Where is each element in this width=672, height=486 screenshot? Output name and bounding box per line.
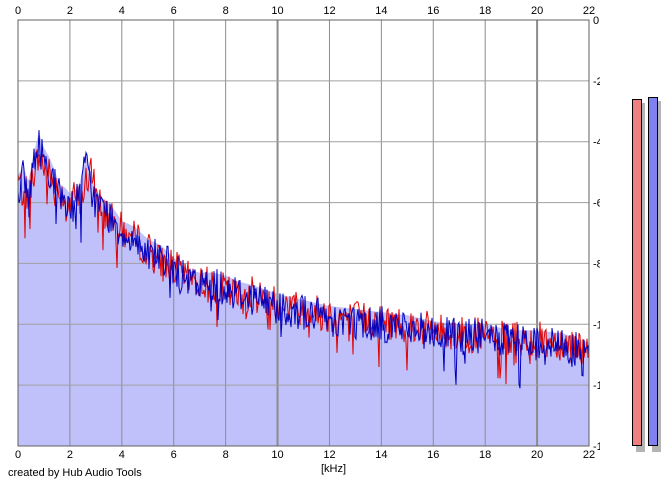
x-tick-label-top: 2 [67, 5, 73, 17]
x-tick-label-bottom: 12 [323, 449, 335, 461]
y-tick-label: -140 [593, 441, 600, 453]
right-channel-trace [17, 130, 590, 389]
y-tick-label: -20 [593, 76, 600, 88]
x-tick-label-top: 8 [223, 5, 229, 17]
y-tick-label: -60 [593, 198, 600, 210]
y-tick-label: -120 [593, 380, 600, 392]
x-tick-label-bottom: 14 [375, 449, 387, 461]
y-tick-label: -80 [593, 258, 600, 270]
x-tick-label-bottom: 18 [479, 449, 491, 461]
spectrum-chart: 002244668810101212141416161818202022220-… [15, 5, 600, 475]
y-tick-label: -100 [593, 319, 600, 331]
x-tick-label-bottom: 10 [271, 449, 283, 461]
level-meter-fill [633, 100, 641, 445]
left-level-meter [632, 99, 642, 446]
x-tick-label-bottom: 22 [583, 449, 595, 461]
right-level-meter [648, 97, 658, 446]
x-tick-label-top: 14 [375, 5, 387, 17]
y-tick-label: -40 [593, 137, 600, 149]
x-tick-label-top: 22 [583, 5, 595, 17]
x-tick-label-top: 18 [479, 5, 491, 17]
spectrum-fill-area [18, 133, 589, 447]
x-tick-label-bottom: 20 [531, 449, 543, 461]
x-tick-label-top: 12 [323, 5, 335, 17]
y-tick-label: 0 [593, 15, 599, 27]
x-tick-label-top: 16 [427, 5, 439, 17]
x-tick-label-top: 4 [119, 5, 125, 17]
plot-frame [17, 19, 590, 447]
credit-text: created by Hub Audio Tools [8, 467, 142, 479]
x-tick-label-bottom: 0 [15, 449, 21, 461]
x-tick-label-bottom: 2 [67, 449, 73, 461]
x-tick-label-bottom: 6 [171, 449, 177, 461]
x-axis-label: [kHz] [321, 463, 346, 475]
x-tick-label-bottom: 16 [427, 449, 439, 461]
x-tick-label-top: 0 [15, 5, 21, 17]
x-tick-label-bottom: 8 [223, 449, 229, 461]
x-tick-label-bottom: 4 [119, 449, 125, 461]
x-tick-label-top: 20 [531, 5, 543, 17]
x-tick-label-top: 6 [171, 5, 177, 17]
level-meter-fill [649, 98, 657, 445]
x-tick-label-top: 10 [271, 5, 283, 17]
